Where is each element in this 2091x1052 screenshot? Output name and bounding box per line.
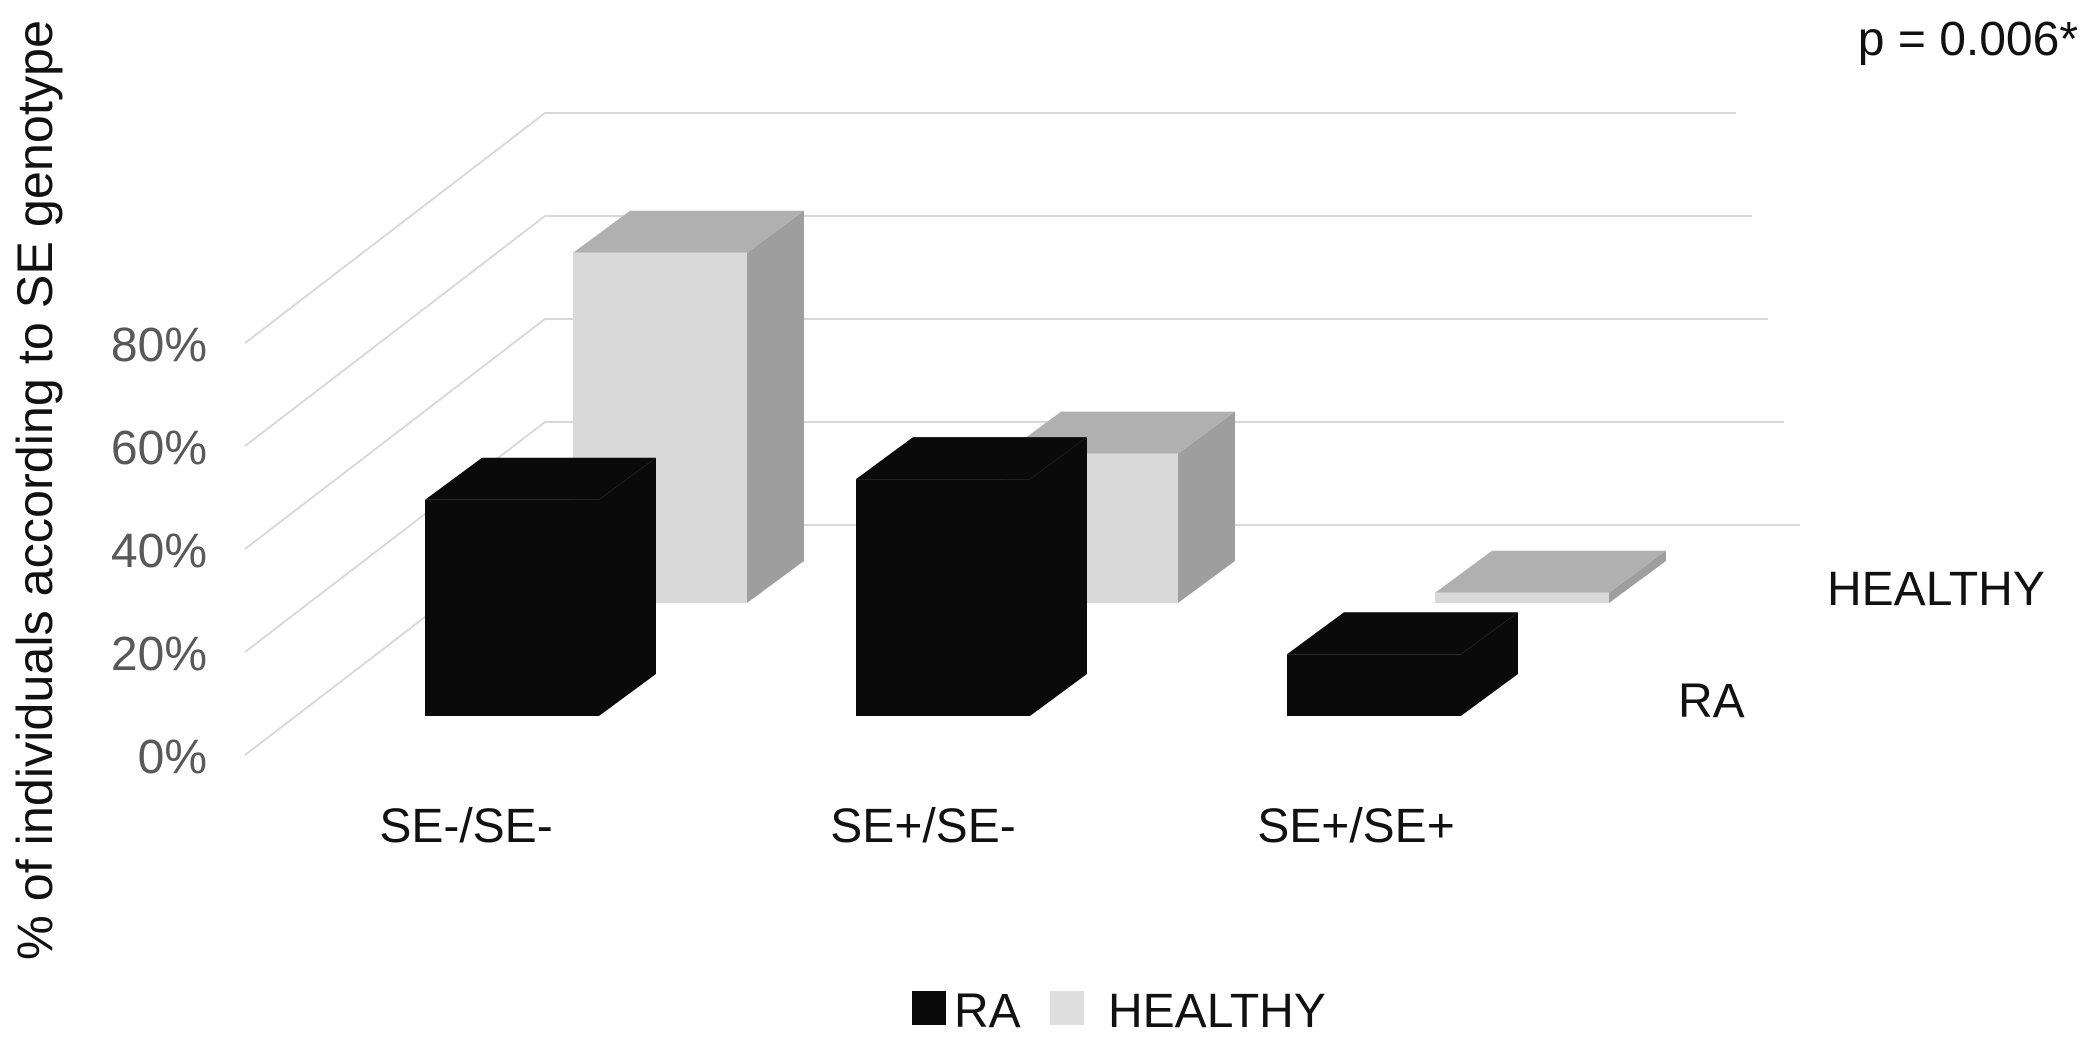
bars <box>425 210 1666 716</box>
y-tick-80: 80% <box>111 319 207 372</box>
y-tick-60: 60% <box>111 422 207 475</box>
y-tick-40: 40% <box>111 525 207 578</box>
y-axis-tick-labels: 0% 20% 40% 60% 80% <box>111 319 207 784</box>
legend-swatch-ra <box>912 991 946 1025</box>
bar-ra-1 <box>856 437 1087 716</box>
p-value-annotation: p = 0.006* <box>1858 13 2078 66</box>
bar-ra-0 <box>425 457 656 716</box>
y-tick-0: 0% <box>138 731 207 784</box>
bar-ra-2 <box>1287 612 1518 716</box>
row-label-healthy: HEALTHY <box>1827 563 2045 616</box>
y-tick-20: 20% <box>111 628 207 681</box>
gridline-20 <box>244 421 1784 653</box>
category-label-se-neg-neg: SE-/SE- <box>379 800 552 853</box>
bar-healthy-2 <box>1435 550 1666 603</box>
gridline-40 <box>244 318 1768 550</box>
category-label-se-pos-neg: SE+/SE- <box>830 800 1015 853</box>
gridline-60 <box>244 215 1752 447</box>
category-label-se-pos-pos: SE+/SE+ <box>1257 800 1454 853</box>
gridline-80 <box>244 112 1736 344</box>
y-axis-title: % of individuals according to SE genotyp… <box>7 20 63 960</box>
row-label-ra: RA <box>1678 675 1745 728</box>
legend-swatch-healthy <box>1050 991 1084 1025</box>
legend-label-ra: RA <box>954 985 1021 1038</box>
x-axis-category-labels: SE-/SE- SE+/SE- SE+/SE+ <box>379 800 1454 853</box>
legend: RA HEALTHY <box>912 985 1326 1038</box>
legend-label-healthy: HEALTHY <box>1108 985 1326 1038</box>
